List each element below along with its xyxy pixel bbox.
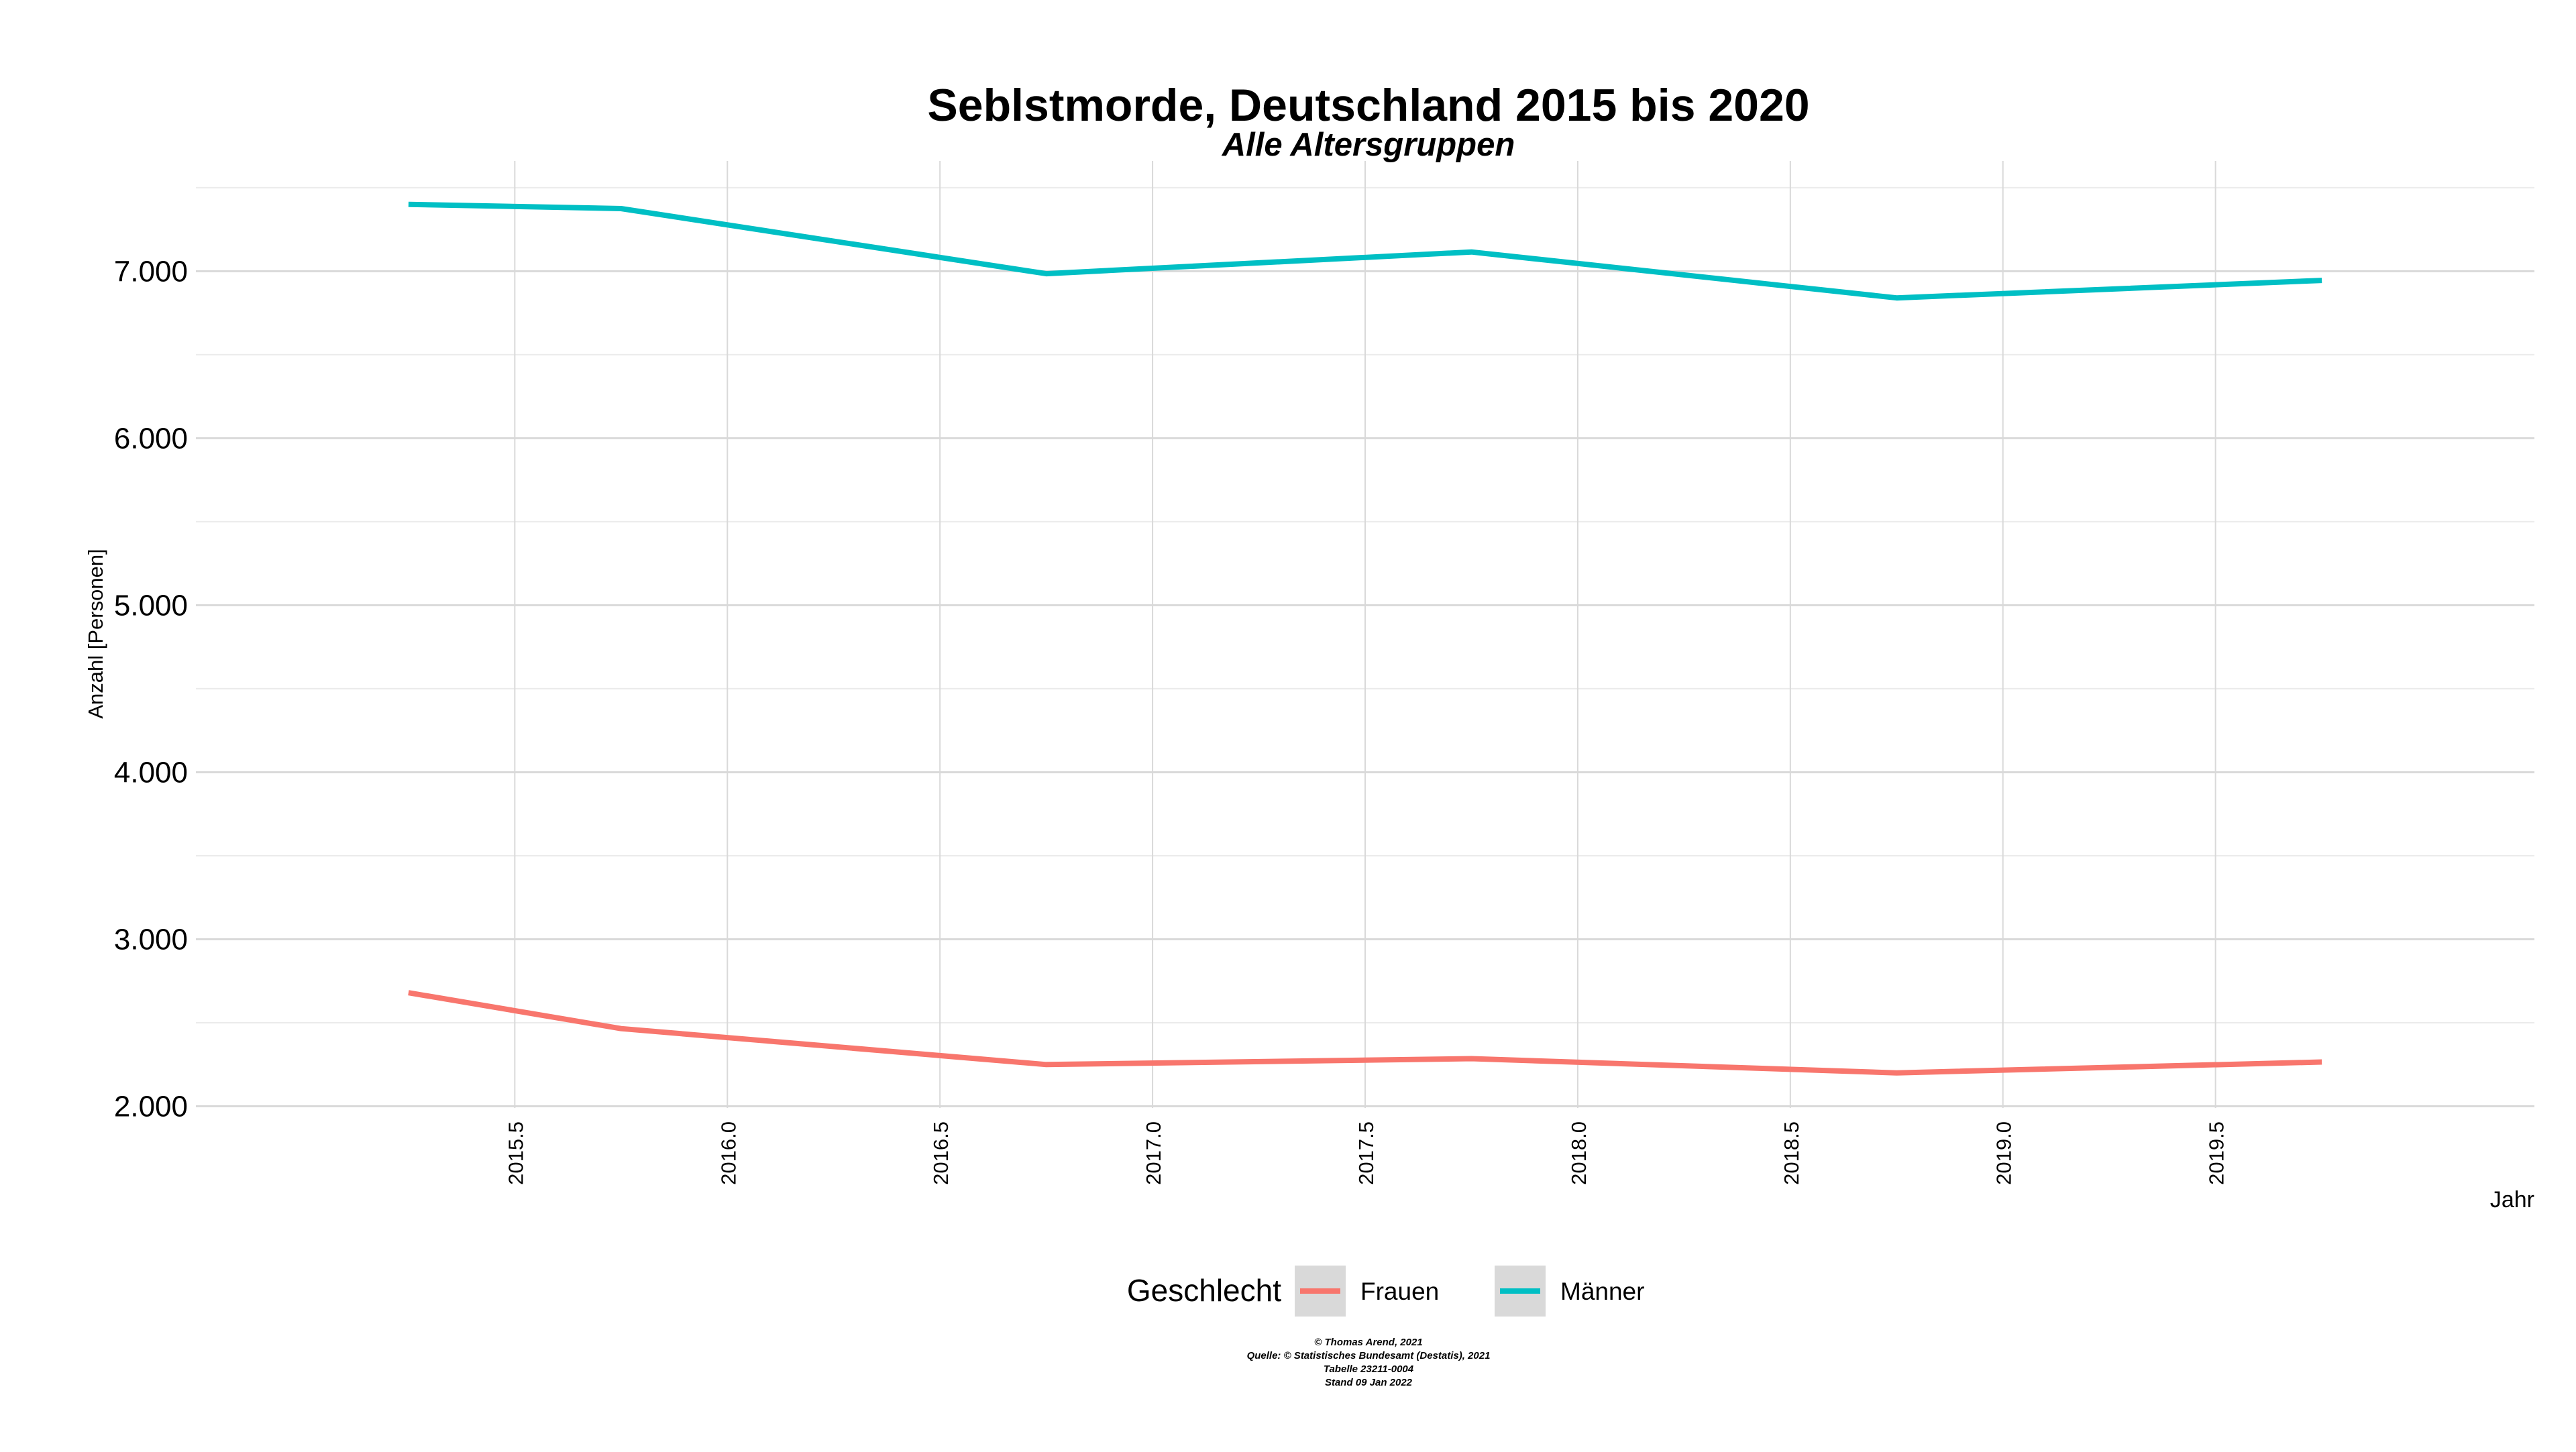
y-tick-label: 4.000 xyxy=(114,756,188,789)
y-tick-label: 2.000 xyxy=(114,1091,188,1123)
series-line-frauen xyxy=(408,990,2322,1076)
x-tick-label: 2016.5 xyxy=(929,1121,953,1185)
x-axis-tick-labels: 2015.5 2016.0 2016.5 2017.0 2017.5 2018.0 2018… xyxy=(504,1121,2228,1185)
legend-item-frauen: Frauen xyxy=(1295,1266,1439,1317)
x-tick-label: 2018.5 xyxy=(1780,1121,1803,1185)
caption-line: Quelle: © Statistisches Bundesamt (Desta… xyxy=(1247,1350,1491,1361)
x-tick-label: 2016.0 xyxy=(716,1121,740,1185)
legend-item-m-nner: Männer xyxy=(1495,1266,1644,1317)
series-lines xyxy=(408,201,2322,1076)
y-tick-label: 7.000 xyxy=(114,255,188,288)
series-line-m-nner xyxy=(408,201,2322,301)
legend-label: Frauen xyxy=(1360,1278,1439,1305)
grid xyxy=(196,161,2534,1108)
x-tick-label: 2017.5 xyxy=(1354,1121,1378,1185)
x-tick-label: 2018.0 xyxy=(1567,1121,1591,1185)
x-tick-label: 2019.5 xyxy=(2205,1121,2229,1185)
legend-label: Männer xyxy=(1560,1278,1644,1305)
x-tick-label: 2015.5 xyxy=(504,1121,527,1185)
legend-title: Geschlecht xyxy=(1127,1273,1281,1308)
x-tick-label: 2017.0 xyxy=(1142,1121,1165,1185)
y-axis-tick-labels: 2.000 3.000 4.000 5.000 6.000 7.000 xyxy=(114,255,188,1123)
y-tick-label: 5.000 xyxy=(114,589,188,622)
y-tick-label: 3.000 xyxy=(114,923,188,956)
caption-line: © Thomas Arend, 2021 xyxy=(1314,1337,1422,1348)
chart-subtitle: Alle Altersgruppen xyxy=(1222,127,1515,163)
chart-title: Seblstmorde, Deutschland 2015 bis 2020 xyxy=(927,80,1809,131)
caption-line: Tabelle 23211-0004 xyxy=(1324,1363,1414,1375)
y-tick-label: 6.000 xyxy=(114,422,188,455)
legend: Geschlecht Frauen Männer xyxy=(1127,1266,1644,1317)
caption-line: Stand 09 Jan 2022 xyxy=(1325,1377,1413,1388)
legend-items: Frauen Männer xyxy=(1295,1266,1644,1317)
x-tick-label: 2019.0 xyxy=(1992,1121,2016,1185)
x-axis-label: Jahr xyxy=(2490,1187,2534,1213)
caption: © Thomas Arend, 2021 Quelle: © Statistis… xyxy=(1247,1337,1491,1388)
y-axis-label: Anzahl [Personen] xyxy=(84,549,107,718)
